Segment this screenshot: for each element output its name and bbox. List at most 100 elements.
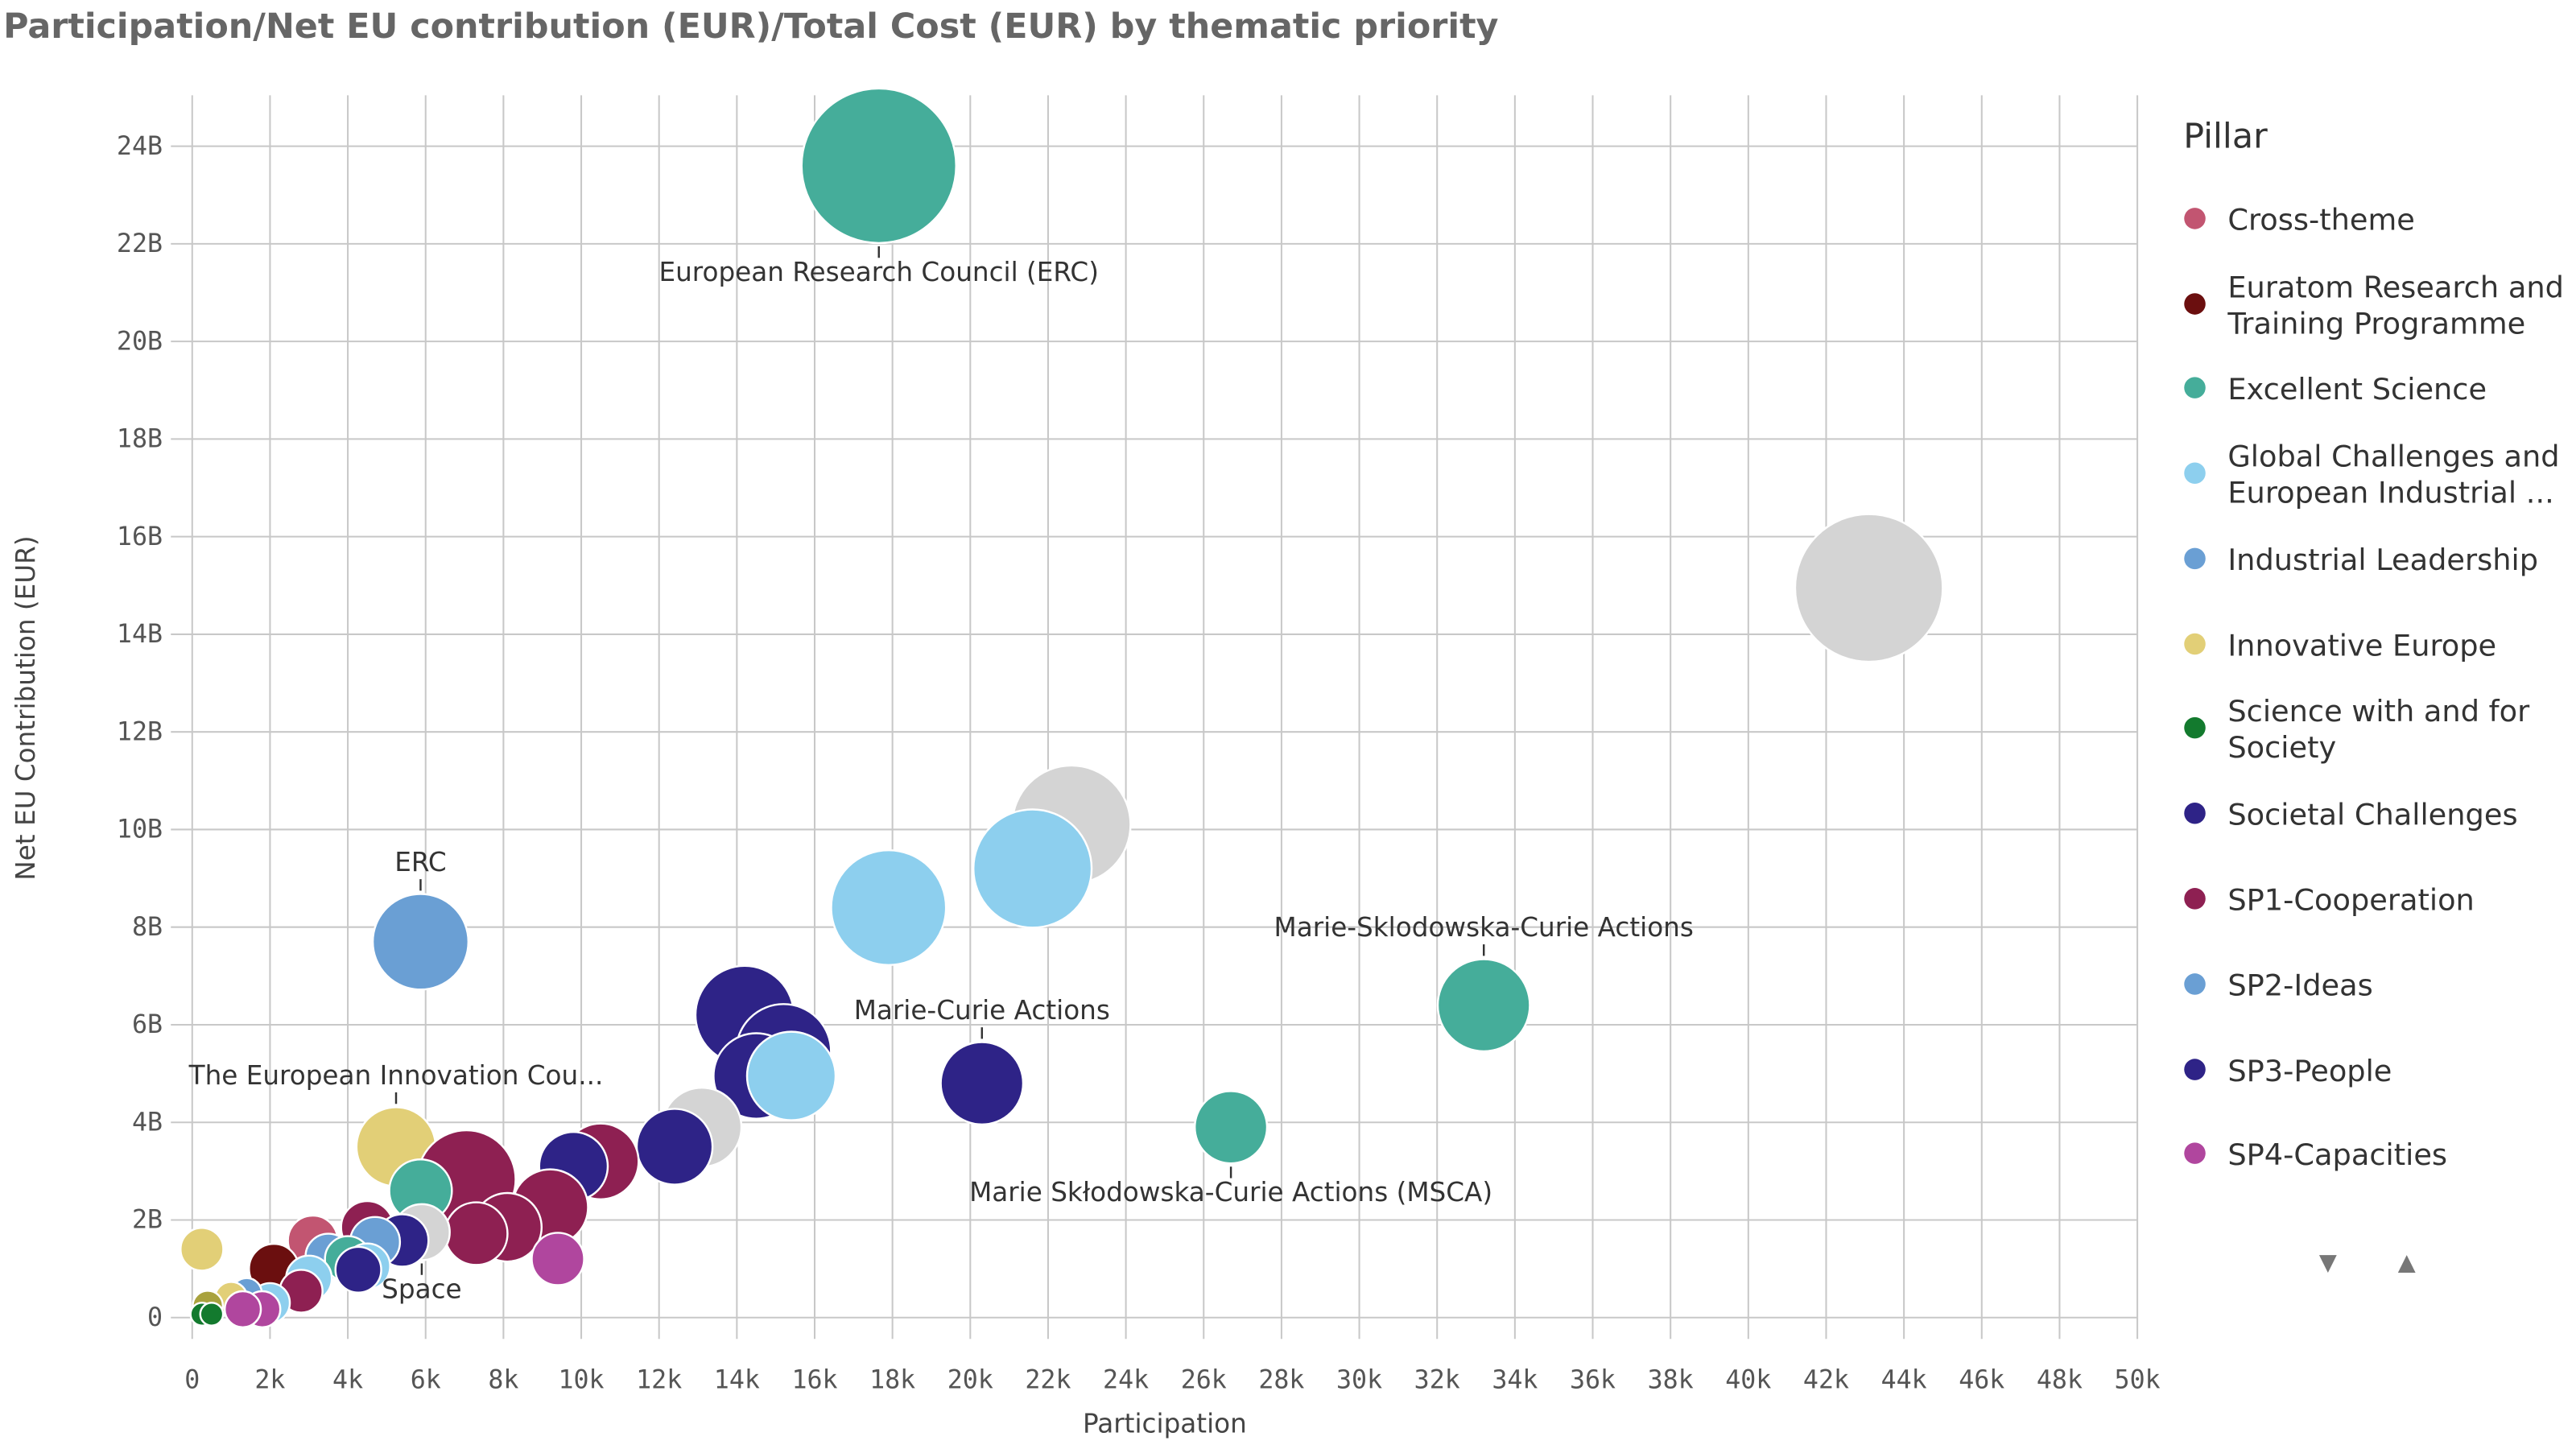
x-tick-label: 2k	[254, 1365, 285, 1394]
x-tick-label: 40k	[1725, 1365, 1771, 1394]
y-tick-label: 16B	[117, 522, 163, 551]
x-tick-label: 12k	[636, 1365, 682, 1394]
legend-swatch-icon	[2184, 547, 2206, 570]
bubble-point	[180, 1227, 225, 1272]
x-axis-ticks: 0 2k 4k 6k 8k 10k 12k 14k 16k 18k 20k 22k 24k 26k 28k 3…	[184, 1365, 2160, 1394]
bubble-point	[334, 1245, 382, 1294]
y-tick-label: 6B	[132, 1010, 163, 1039]
x-tick-label: 14k	[714, 1365, 760, 1394]
bubble-point	[1794, 513, 1944, 663]
point-label: Marie-Sklodowska-Curie Actions	[1274, 912, 1694, 943]
legend-item[interactable]: SP3-People	[2184, 1054, 2392, 1088]
legend-title: Pillar	[2183, 117, 2268, 157]
legend-item-label: SP3-People	[2227, 1054, 2392, 1088]
legend-swatch-icon	[2184, 293, 2206, 315]
bubble-point	[830, 848, 947, 967]
legend-item[interactable]: Societal Challenges	[2184, 797, 2518, 832]
y-tick-label: 20B	[117, 327, 163, 356]
x-tick-label: 4k	[332, 1365, 363, 1394]
x-tick-label: 8k	[488, 1365, 518, 1394]
legend-swatch-icon	[2184, 377, 2206, 398]
y-tick-label: 14B	[117, 620, 163, 649]
legend-scroll-down-button[interactable]: ▼	[2319, 1249, 2337, 1276]
x-tick-label: 18k	[869, 1365, 915, 1394]
legend-item-label: Innovative Europe	[2227, 628, 2496, 663]
x-tick-label: 6k	[411, 1365, 441, 1394]
x-tick-label: 22k	[1025, 1365, 1071, 1394]
legend-item-label: European Industrial ...	[2227, 475, 2553, 510]
x-tick-label: 24k	[1103, 1365, 1149, 1394]
legend-item-label: Societal Challenges	[2227, 797, 2517, 832]
y-tick-label: 2B	[132, 1206, 163, 1235]
legend-scroll-up-button[interactable]: ▲	[2398, 1249, 2416, 1276]
x-tick-label: 16k	[791, 1365, 837, 1394]
legend-swatch-icon	[2184, 888, 2206, 910]
point-label: Space	[382, 1274, 461, 1304]
bubble-point	[635, 1108, 714, 1186]
legend-item[interactable]: Excellent Science	[2184, 372, 2487, 407]
legend-item-label: SP2-Ideas	[2227, 968, 2372, 1003]
legend-swatch-icon	[2184, 462, 2206, 485]
legend-item-label: Industrial Leadership	[2227, 543, 2538, 577]
legend-item-label: Excellent Science	[2227, 372, 2487, 407]
bubble-point	[223, 1290, 262, 1329]
y-tick-label: 18B	[117, 425, 163, 454]
x-tick-label: 36k	[1570, 1365, 1616, 1394]
legend-item-label: SP1-Cooperation	[2227, 883, 2474, 918]
legend-swatch-icon	[2184, 973, 2206, 995]
x-tick-label: 30k	[1336, 1365, 1382, 1394]
x-tick-label: 26k	[1181, 1365, 1227, 1394]
point-label: ERC	[394, 847, 446, 877]
legend-swatch-icon	[2184, 208, 2206, 229]
legend-item-label: SP4-Capacities	[2227, 1137, 2447, 1172]
x-tick-label: 42k	[1803, 1365, 1849, 1394]
legend-swatch-icon	[2184, 633, 2206, 655]
x-tick-label: 20k	[947, 1365, 993, 1394]
y-tick-label: 10B	[117, 815, 163, 844]
bubble-point	[444, 1201, 509, 1266]
legend-item[interactable]: Innovative Europe	[2184, 628, 2496, 663]
legend-item[interactable]: Industrial Leadership	[2184, 543, 2538, 577]
legend-item[interactable]: SP2-Ideas	[2184, 968, 2373, 1003]
legend-item-label: Global Challenges and	[2227, 440, 2559, 474]
y-tick-label: 24B	[117, 132, 163, 161]
bubble-point	[371, 893, 470, 991]
x-tick-label: 38k	[1648, 1365, 1694, 1394]
y-axis-label: Net EU Contribution (EUR)	[10, 535, 41, 880]
x-tick-label: 28k	[1258, 1365, 1304, 1394]
point-label: The European Innovation Cou...	[188, 1060, 604, 1091]
legend-item[interactable]: SP4-Capacities	[2184, 1137, 2447, 1172]
y-tick-label: 12B	[117, 717, 163, 746]
x-tick-label: 10k	[558, 1365, 604, 1394]
point-label: Marie Skłodowska-Curie Actions (MSCA)	[969, 1177, 1492, 1208]
bubble-point	[745, 1030, 837, 1121]
legend-item-label: Science with and for	[2227, 694, 2530, 729]
bubble-point	[1436, 958, 1531, 1053]
legend-item[interactable]: SP1-Cooperation	[2184, 883, 2475, 918]
y-tick-label: 8B	[132, 913, 163, 942]
y-tick-label: 4B	[132, 1108, 163, 1137]
point-labels: European Research Council (ERC) ERC Marie-…	[188, 246, 1694, 1304]
legend-item[interactable]: Cross-theme	[2184, 203, 2415, 237]
x-tick-label: 44k	[1881, 1365, 1927, 1394]
legend-item-label: Training Programme	[2227, 306, 2525, 341]
bubble-point	[530, 1232, 585, 1286]
legend-swatch-icon	[2184, 802, 2206, 824]
y-tick-label: 0	[147, 1303, 163, 1332]
bubble-point	[199, 1302, 225, 1327]
y-tick-label: 22B	[117, 229, 163, 258]
legend-item-label: Euratom Research and	[2227, 270, 2564, 304]
x-tick-label: 46k	[1959, 1365, 2004, 1394]
legend-item-label: Cross-theme	[2227, 203, 2415, 237]
legend: Pillar Cross-theme Euratom Research andTr…	[2183, 117, 2564, 1172]
bubble-point	[800, 87, 957, 245]
legend-item-label: Society	[2227, 730, 2336, 765]
legend-swatch-icon	[2184, 1142, 2206, 1164]
x-tick-label: 48k	[2037, 1365, 2083, 1394]
x-tick-label: 0	[184, 1365, 200, 1394]
bubble-point	[939, 1041, 1025, 1126]
bubble-point	[1193, 1090, 1269, 1165]
